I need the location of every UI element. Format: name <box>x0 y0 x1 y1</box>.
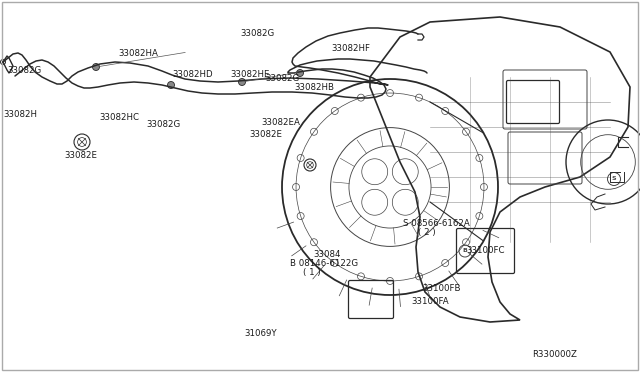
Text: S: S <box>612 176 616 182</box>
Text: 33100FB: 33100FB <box>422 284 461 293</box>
Text: 33100FA: 33100FA <box>412 297 449 306</box>
Circle shape <box>239 78 246 86</box>
Text: 31069Y: 31069Y <box>244 329 277 338</box>
Text: B: B <box>463 248 467 253</box>
Text: R330000Z: R330000Z <box>532 350 577 359</box>
Text: 33082HB: 33082HB <box>294 83 335 92</box>
Text: 33082G: 33082G <box>240 29 275 38</box>
Text: 33082EA: 33082EA <box>261 118 300 127</box>
Text: 33082G: 33082G <box>8 66 42 75</box>
Text: 33084: 33084 <box>314 250 341 259</box>
Circle shape <box>168 81 175 89</box>
Text: 33082HD: 33082HD <box>173 70 213 79</box>
Text: 33082H: 33082H <box>3 110 37 119</box>
Text: 33082E: 33082E <box>64 151 97 160</box>
Text: 33082E: 33082E <box>250 130 283 139</box>
Text: 33082HF: 33082HF <box>332 44 371 53</box>
Circle shape <box>296 70 303 77</box>
Text: ( 2 ): ( 2 ) <box>418 228 436 237</box>
Text: 33082G: 33082G <box>266 74 300 83</box>
Text: 33082HA: 33082HA <box>118 49 158 58</box>
Text: 33082HC: 33082HC <box>99 113 140 122</box>
Text: 33082G: 33082G <box>146 120 180 129</box>
Text: B 08146-6122G: B 08146-6122G <box>290 259 358 267</box>
Circle shape <box>93 64 99 71</box>
Text: S 08566-6162A: S 08566-6162A <box>403 219 470 228</box>
Text: 33100FC: 33100FC <box>466 246 504 255</box>
Text: ( 1 ): ( 1 ) <box>303 268 321 277</box>
Text: 33082HE: 33082HE <box>230 70 270 79</box>
